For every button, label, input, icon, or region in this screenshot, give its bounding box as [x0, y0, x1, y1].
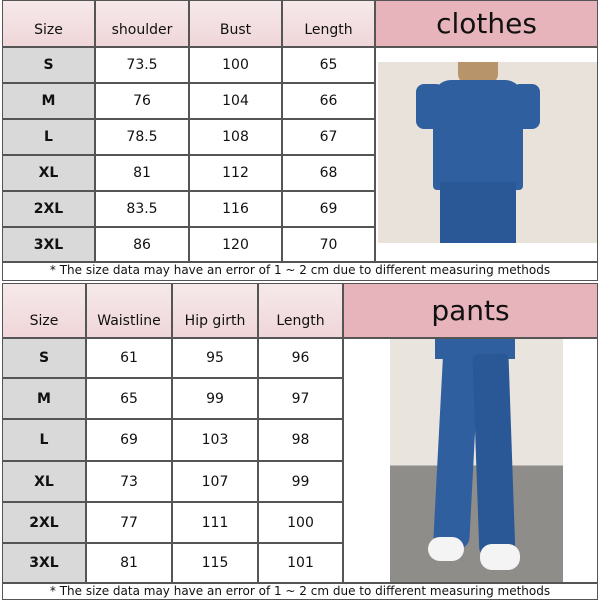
clothes-value-cell: 120 — [189, 227, 282, 262]
pants-size-cell: L — [2, 419, 86, 461]
pants-value-cell: 95 — [172, 338, 258, 378]
clothes-value-cell: 69 — [282, 191, 375, 227]
pants-header-cell: Size — [2, 283, 86, 338]
pants-value-cell: 99 — [258, 461, 343, 502]
clothes-photo — [378, 62, 597, 243]
pants-value-cell: 65 — [86, 378, 172, 419]
clothes-value-cell: 116 — [189, 191, 282, 227]
clothes-value-cell: 67 — [282, 119, 375, 155]
pants-value-cell: 100 — [258, 502, 343, 543]
clothes-size-cell: XL — [2, 155, 95, 191]
clothes-value-cell: 68 — [282, 155, 375, 191]
pants-value-cell: 69 — [86, 419, 172, 461]
clothes-size-cell: S — [2, 47, 95, 83]
clothes-value-cell: 78.5 — [95, 119, 189, 155]
pants-value-cell: 73 — [86, 461, 172, 502]
pants-size-cell: 2XL — [2, 502, 86, 543]
clothes-size-note: * The size data may have an error of 1 ~… — [2, 262, 598, 281]
clothes-value-cell: 83.5 — [95, 191, 189, 227]
clothes-value-cell: 108 — [189, 119, 282, 155]
clothes-value-cell: 70 — [282, 227, 375, 262]
clothes-size-cell: 2XL — [2, 191, 95, 227]
pants-value-cell: 81 — [86, 543, 172, 583]
pants-value-cell: 101 — [258, 543, 343, 583]
pants-value-cell: 96 — [258, 338, 343, 378]
pants-value-cell: 77 — [86, 502, 172, 543]
pants-value-cell: 111 — [172, 502, 258, 543]
pants-header-cell: Length — [258, 283, 343, 338]
clothes-value-cell: 112 — [189, 155, 282, 191]
pants-photo — [390, 339, 563, 582]
clothes-size-cell: M — [2, 83, 95, 119]
pants-value-cell: 98 — [258, 419, 343, 461]
pants-header-cell: Hip girth — [172, 283, 258, 338]
pants-value-cell: 97 — [258, 378, 343, 419]
pants-size-note: * The size data may have an error of 1 ~… — [2, 583, 598, 600]
pants-header-cell: Waistline — [86, 283, 172, 338]
clothes-value-cell: 65 — [282, 47, 375, 83]
clothes-value-cell: 100 — [189, 47, 282, 83]
clothes-title: clothes — [375, 0, 598, 47]
clothes-value-cell: 76 — [95, 83, 189, 119]
clothes-value-cell: 66 — [282, 83, 375, 119]
clothes-header-cell: Length — [282, 0, 375, 47]
pants-value-cell: 107 — [172, 461, 258, 502]
clothes-value-cell: 73.5 — [95, 47, 189, 83]
clothes-header-cell: Size — [2, 0, 95, 47]
pants-size-cell: S — [2, 338, 86, 378]
pants-value-cell: 61 — [86, 338, 172, 378]
clothes-value-cell: 81 — [95, 155, 189, 191]
clothes-value-cell: 104 — [189, 83, 282, 119]
pants-value-cell: 103 — [172, 419, 258, 461]
pants-size-cell: 3XL — [2, 543, 86, 583]
clothes-header-cell: shoulder — [95, 0, 189, 47]
pants-size-cell: XL — [2, 461, 86, 502]
pants-size-cell: M — [2, 378, 86, 419]
pants-title: pants — [343, 283, 598, 338]
clothes-size-cell: 3XL — [2, 227, 95, 262]
clothes-header-cell: Bust — [189, 0, 282, 47]
pants-value-cell: 99 — [172, 378, 258, 419]
pants-value-cell: 115 — [172, 543, 258, 583]
clothes-value-cell: 86 — [95, 227, 189, 262]
clothes-size-cell: L — [2, 119, 95, 155]
